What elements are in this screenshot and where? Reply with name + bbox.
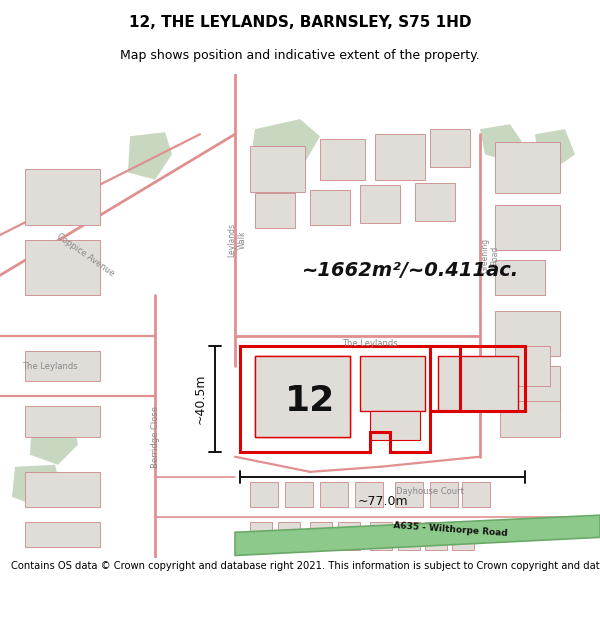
Bar: [25, 406, 100, 436]
Bar: [25, 169, 100, 225]
Bar: [285, 482, 313, 507]
Bar: [430, 346, 525, 411]
Polygon shape: [252, 119, 320, 166]
Text: Contains OS data © Crown copyright and database right 2021. This information is : Contains OS data © Crown copyright and d…: [11, 561, 600, 571]
Text: Map shows position and indicative extent of the property.: Map shows position and indicative extent…: [120, 49, 480, 62]
Bar: [250, 522, 272, 551]
Bar: [25, 351, 100, 381]
Text: ~1662m²/~0.411ac.: ~1662m²/~0.411ac.: [301, 261, 518, 280]
Bar: [355, 482, 383, 507]
Bar: [370, 411, 420, 439]
Bar: [320, 482, 348, 507]
Bar: [310, 522, 332, 551]
Bar: [255, 356, 350, 436]
Text: Dayhouse Court: Dayhouse Court: [396, 488, 464, 496]
Bar: [495, 142, 560, 192]
Bar: [250, 482, 278, 507]
Bar: [395, 482, 423, 507]
Bar: [255, 192, 295, 228]
Bar: [360, 184, 400, 223]
Bar: [360, 356, 425, 411]
Text: ~77.0m: ~77.0m: [357, 495, 408, 508]
Bar: [452, 522, 474, 551]
Bar: [310, 189, 350, 225]
Bar: [250, 146, 305, 192]
Text: The Leylands: The Leylands: [22, 361, 78, 371]
Text: A635 - Wilthorpe Road: A635 - Wilthorpe Road: [392, 521, 508, 538]
Bar: [278, 522, 300, 551]
Bar: [398, 522, 420, 551]
Polygon shape: [235, 515, 600, 556]
Bar: [25, 522, 100, 548]
Text: 12, THE LEYLANDS, BARNSLEY, S75 1HD: 12, THE LEYLANDS, BARNSLEY, S75 1HD: [129, 14, 471, 29]
Bar: [438, 356, 518, 411]
Text: Greening
Road: Greening Road: [481, 238, 500, 272]
Bar: [495, 346, 550, 386]
Bar: [500, 401, 560, 436]
Bar: [415, 182, 455, 221]
Bar: [495, 205, 560, 250]
Polygon shape: [480, 124, 525, 162]
Bar: [425, 522, 447, 551]
Text: Berridge Close: Berridge Close: [151, 406, 160, 468]
Text: The Leylands: The Leylands: [342, 339, 398, 348]
Bar: [320, 139, 365, 179]
Bar: [462, 482, 490, 507]
Text: 12: 12: [285, 384, 335, 418]
Bar: [255, 356, 350, 436]
Bar: [495, 366, 560, 411]
Polygon shape: [128, 132, 172, 179]
Bar: [338, 522, 360, 551]
Polygon shape: [30, 414, 78, 465]
Bar: [25, 472, 100, 507]
Bar: [430, 129, 470, 168]
Bar: [495, 311, 560, 356]
Text: Leylands
Walk: Leylands Walk: [227, 223, 247, 257]
Bar: [375, 134, 425, 179]
Bar: [495, 260, 545, 296]
Bar: [370, 522, 392, 551]
Bar: [430, 482, 458, 507]
Text: ~40.5m: ~40.5m: [194, 374, 207, 424]
Polygon shape: [12, 465, 62, 507]
Text: Coppice Avenue: Coppice Avenue: [55, 232, 115, 278]
Bar: [25, 240, 100, 296]
Polygon shape: [535, 129, 575, 166]
